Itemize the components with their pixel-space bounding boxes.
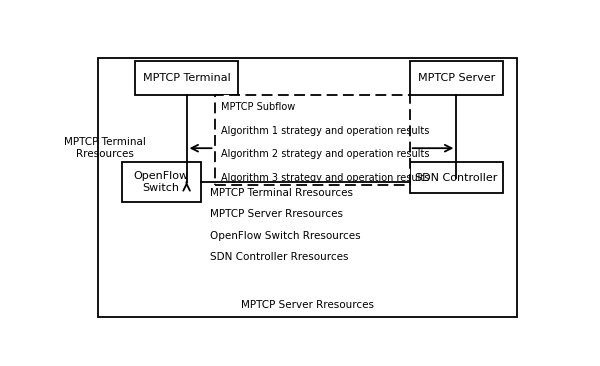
Text: OpenFlow
Switch: OpenFlow Switch — [133, 171, 188, 193]
Text: SDN Controller Rresources: SDN Controller Rresources — [210, 252, 349, 262]
Text: MPTCP Terminal: MPTCP Terminal — [143, 73, 230, 83]
Text: SDN Controller: SDN Controller — [415, 173, 497, 183]
Bar — [410, 61, 503, 95]
Text: Algorithm 3 strategy and operation results: Algorithm 3 strategy and operation resul… — [221, 173, 430, 183]
Text: MPTCP Subflow: MPTCP Subflow — [221, 102, 296, 112]
Text: MPTCP Server Rresources: MPTCP Server Rresources — [210, 209, 343, 220]
Text: MPTCP Server: MPTCP Server — [418, 73, 495, 83]
Bar — [410, 162, 503, 193]
Text: OpenFlow Switch Rresources: OpenFlow Switch Rresources — [210, 231, 361, 240]
Text: Algorithm 1 strategy and operation results: Algorithm 1 strategy and operation resul… — [221, 126, 430, 136]
Bar — [215, 95, 410, 185]
Bar — [136, 61, 238, 95]
Text: MPTCP Server Rresources: MPTCP Server Rresources — [241, 300, 374, 310]
Text: MPTCP Terminal Rresources: MPTCP Terminal Rresources — [210, 188, 353, 198]
Text: MPTCP Terminal
Rresources: MPTCP Terminal Rresources — [64, 137, 146, 159]
Text: Algorithm 2 strategy and operation results: Algorithm 2 strategy and operation resul… — [221, 149, 430, 159]
Bar — [121, 162, 200, 202]
